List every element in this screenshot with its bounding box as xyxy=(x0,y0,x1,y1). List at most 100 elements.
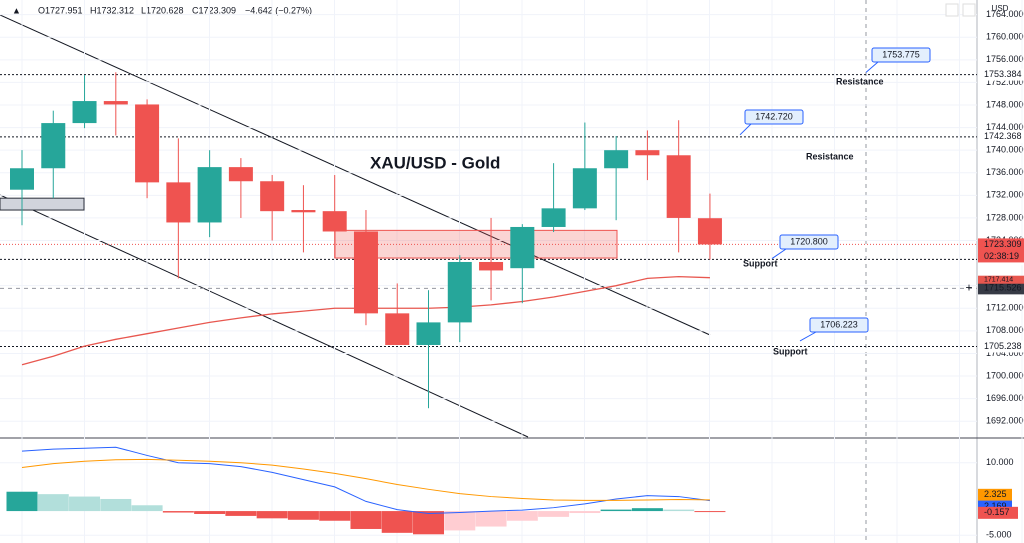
callout-label: 1742.720 xyxy=(755,111,793,121)
y-tick-label: 1692.000 xyxy=(986,416,1024,426)
candle-body xyxy=(479,261,504,271)
callout-arrow xyxy=(799,331,817,342)
level-label: 1742.368 xyxy=(984,131,1022,141)
histogram-bar xyxy=(6,491,38,512)
histogram-bar xyxy=(631,508,663,512)
candle-body xyxy=(604,150,629,169)
value-tag-label: 2.169 xyxy=(984,501,1007,511)
ma-label: 1717.414 xyxy=(984,277,1013,284)
candle-body xyxy=(541,208,566,227)
candle-body xyxy=(228,167,253,182)
callout-arrow xyxy=(739,123,752,136)
callout-label: 1753.775 xyxy=(882,49,920,59)
countdown: 02:38:19 xyxy=(984,251,1019,261)
callout-box xyxy=(779,234,839,250)
candle-body xyxy=(135,104,160,183)
histogram-bar xyxy=(569,511,601,514)
candle-body xyxy=(697,218,722,245)
candle-body xyxy=(510,226,535,269)
y-tick-label: 1760.000 xyxy=(986,32,1024,42)
candle-body xyxy=(10,168,34,190)
histogram-bar xyxy=(444,511,476,531)
candle-body xyxy=(166,182,191,223)
ohlc-header: −4.642 (−0.27%) xyxy=(245,5,312,15)
candle-body xyxy=(197,167,222,223)
button[interactable] xyxy=(962,3,976,17)
y-tick-label: 1756.000 xyxy=(986,54,1024,64)
button[interactable] xyxy=(945,3,959,17)
candle-body xyxy=(416,322,441,345)
callout-arrow xyxy=(771,248,787,259)
level-label: 1705.238 xyxy=(984,341,1022,351)
y-tick-label: 1704.000 xyxy=(986,348,1024,358)
histogram-bar xyxy=(694,511,726,513)
callout-box xyxy=(809,317,869,333)
last-price-bg xyxy=(978,238,1024,263)
candle-body xyxy=(385,313,410,345)
level-label-bg xyxy=(978,340,1024,353)
callout-box xyxy=(871,47,931,63)
candle-body xyxy=(353,231,378,314)
callout-label: 1720.800 xyxy=(790,236,828,246)
annotation: Support xyxy=(743,258,778,268)
histogram-bar xyxy=(413,511,445,535)
annotation: Resistance xyxy=(806,151,854,161)
y-tick-label: 1700.000 xyxy=(986,370,1024,380)
y-tick-label: 1708.000 xyxy=(986,325,1024,335)
y-tick-label: 1728.000 xyxy=(986,212,1024,222)
ohlc-header: L1720.628 xyxy=(141,5,184,15)
candle-body xyxy=(572,168,597,209)
histogram-bar xyxy=(225,511,257,516)
ohlc-header: C1723.309 xyxy=(192,5,236,15)
level-label: 1753.384 xyxy=(984,69,1022,79)
y-tick-label: 1764.000 xyxy=(986,9,1024,19)
signal-line xyxy=(21,458,710,501)
histogram-bar xyxy=(538,511,570,517)
value-tag xyxy=(978,506,1018,519)
y-tick-label: 1744.000 xyxy=(986,122,1024,132)
histogram-bar xyxy=(600,509,632,512)
y-tick-label: 1740.000 xyxy=(986,145,1024,155)
crosshair-label-bg xyxy=(978,282,1024,295)
histogram-bar xyxy=(162,511,194,513)
histogram-bar xyxy=(131,505,163,512)
box xyxy=(0,197,85,211)
histogram-bar xyxy=(475,511,507,527)
y-tick-label: 1752.000 xyxy=(986,77,1024,87)
ohlc-header: H1732.312 xyxy=(90,5,134,15)
crosshair-label: 1715.526 xyxy=(984,283,1022,293)
candle-body xyxy=(260,181,285,212)
annotation: Resistance xyxy=(836,76,884,86)
candle-body xyxy=(72,101,97,124)
level-label-bg xyxy=(978,130,1024,143)
macd-line xyxy=(21,446,711,514)
callout-box xyxy=(744,109,804,125)
annotation: Support xyxy=(773,346,808,356)
candle-body xyxy=(666,155,691,218)
trend-line xyxy=(0,14,711,336)
chart-title: XAU/USD - Gold xyxy=(370,153,500,172)
candle-body xyxy=(103,101,128,105)
value-tag xyxy=(978,488,1012,501)
candle-body xyxy=(447,261,472,323)
value-tag-label: 2.325 xyxy=(984,489,1007,499)
crosshair-plus: + xyxy=(965,281,972,295)
y-tick-label: 1732.000 xyxy=(986,190,1024,200)
callout-label: 1706.223 xyxy=(820,319,858,329)
last-price-label: 1723.309 xyxy=(984,239,1022,249)
level-label-bg xyxy=(978,68,1024,81)
candle-body xyxy=(322,211,347,232)
candle-body xyxy=(41,123,66,169)
histogram-bar xyxy=(37,494,69,512)
ohlc-header: O1727.951 xyxy=(38,5,83,15)
callout-arrow xyxy=(865,61,879,73)
histogram-bar xyxy=(350,511,382,529)
histogram-bar xyxy=(69,496,101,512)
histogram-bar xyxy=(100,498,132,512)
histogram-bar xyxy=(194,511,226,514)
y-tick-label: -5.000 xyxy=(986,530,1012,540)
value-tag-label: -0.157 xyxy=(984,507,1010,517)
candle-body xyxy=(291,210,316,213)
